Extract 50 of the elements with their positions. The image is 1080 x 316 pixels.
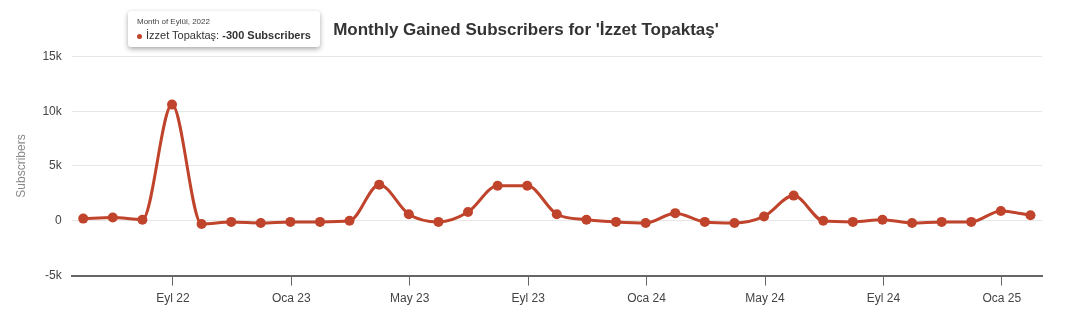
point — [226, 216, 237, 227]
point — [78, 213, 89, 224]
text: Month of Eylül, 2022 — [137, 17, 211, 26]
x-tick-label: Oca 23 — [272, 291, 312, 306]
y-tick-label: 5k — [49, 158, 63, 173]
point — [759, 211, 770, 222]
y-tick-label: 10k — [42, 103, 63, 118]
point — [167, 99, 178, 110]
point — [877, 214, 888, 225]
point — [995, 205, 1006, 216]
point — [285, 216, 296, 227]
y-axis-title: Subscribers — [13, 134, 28, 198]
point — [611, 216, 622, 227]
point — [581, 214, 592, 225]
x-tick-label: Oca 24 — [627, 291, 667, 306]
x-tick-label: May 23 — [390, 291, 430, 306]
text: İzzet Topaktaş: -300 Subscribers — [146, 29, 311, 41]
point — [107, 212, 118, 223]
point — [788, 190, 799, 201]
x-tick-label: Eyl 24 — [866, 291, 901, 306]
point — [936, 216, 947, 227]
x-tick-label: Eyl 22 — [156, 291, 190, 306]
chart-title: Monthly Gained Subscribers for 'İzzet Topaktaş' — [333, 19, 719, 39]
point — [403, 209, 414, 220]
point — [847, 216, 858, 227]
point — [699, 216, 710, 227]
point — [818, 215, 829, 226]
point — [344, 215, 355, 226]
point — [1025, 210, 1036, 221]
point — [137, 214, 148, 225]
point — [196, 219, 207, 230]
point — [522, 180, 533, 191]
y-tick-label: 0 — [55, 213, 63, 228]
point — [551, 209, 562, 220]
point — [670, 208, 681, 219]
point — [433, 216, 444, 227]
point — [315, 216, 326, 227]
point — [374, 179, 385, 190]
point — [907, 217, 918, 228]
point — [729, 217, 740, 228]
x-tick-label: Eyl 23 — [511, 291, 546, 306]
point — [492, 180, 503, 191]
x-tick-label: Oca 25 — [982, 291, 1022, 306]
y-tick-label: -5k — [45, 267, 63, 282]
point — [640, 217, 651, 228]
point — [255, 217, 266, 228]
point — [966, 216, 977, 227]
x-tick-label: May 24 — [745, 291, 786, 306]
y-tick-label: 15k — [42, 48, 63, 63]
point — [463, 207, 473, 218]
